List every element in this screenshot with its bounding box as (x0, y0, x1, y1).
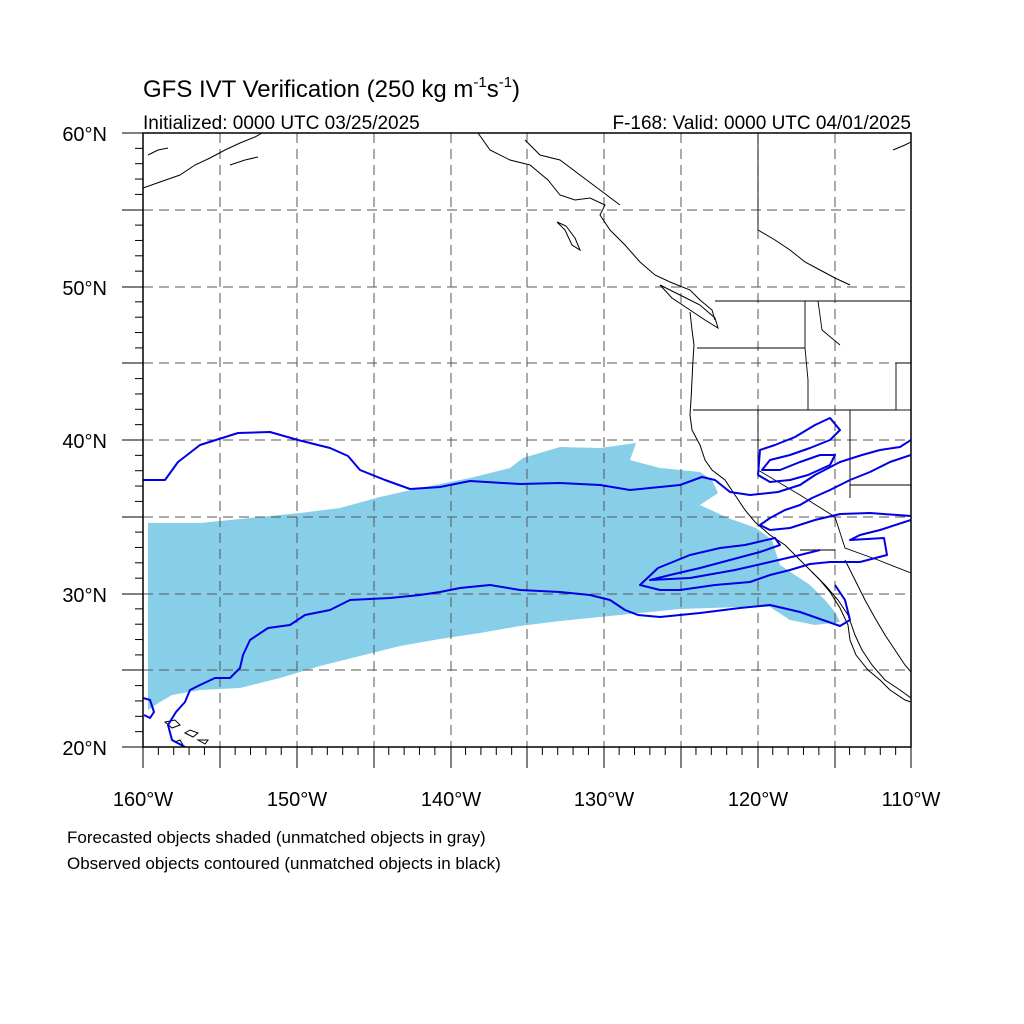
initialized-label: Initialized: 0000 UTC 03/25/2025 (143, 113, 420, 134)
lon-label: 160°W (113, 789, 173, 811)
aleutian-islands (147, 147, 259, 166)
lat-lon-grid (143, 133, 911, 747)
lat-label: 20°N (62, 738, 107, 760)
aleutian-coast (143, 133, 263, 189)
legend-forecast-note: Forecasted objects shaded (unmatched obj… (67, 828, 486, 847)
plot-area (143, 133, 911, 747)
lon-labels: 160°W 150°W 140°W 130°W 120°W 110°W (113, 789, 941, 811)
observed-object-main (143, 431, 911, 747)
observed-object-interior (757, 417, 841, 483)
vancouver-island (659, 284, 719, 330)
political-borders (693, 133, 911, 574)
lon-label: 150°W (267, 789, 327, 811)
lat-label: 60°N (62, 124, 107, 146)
coastlines (143, 133, 911, 746)
lat-label: 50°N (62, 278, 107, 300)
hudson-coast-fragment (757, 229, 851, 286)
lat-label: 30°N (62, 585, 107, 607)
minor-ticks (135, 147, 897, 755)
west-coast-usa (689, 311, 911, 699)
canada-coast-inland (524, 139, 621, 206)
axis-ticks (122, 132, 912, 768)
observed-ivt-objects (143, 417, 911, 747)
alaska-coastline (477, 133, 716, 321)
lon-label: 120°W (728, 789, 788, 811)
lon-label: 130°W (574, 789, 634, 811)
legend-observed-note: Observed objects contoured (unmatched ob… (67, 854, 501, 873)
lon-label: 110°W (882, 789, 941, 811)
gulf-coast-mainland (844, 559, 911, 673)
forecast-ivt-object (148, 443, 840, 710)
lat-label: 40°N (62, 431, 107, 453)
top-right-coast (892, 141, 911, 151)
lat-labels: 60°N 50°N 40°N 30°N 20°N (62, 124, 107, 760)
haida-gwaii (556, 221, 582, 252)
valid-time-label: F-168: Valid: 0000 UTC 04/01/2025 (612, 113, 911, 134)
lon-label: 140°W (421, 789, 481, 811)
map-title: GFS IVT Verification (250 kg m-1s-1) (143, 74, 520, 103)
baja-california (811, 571, 911, 703)
hawaiian-islands (163, 719, 209, 746)
